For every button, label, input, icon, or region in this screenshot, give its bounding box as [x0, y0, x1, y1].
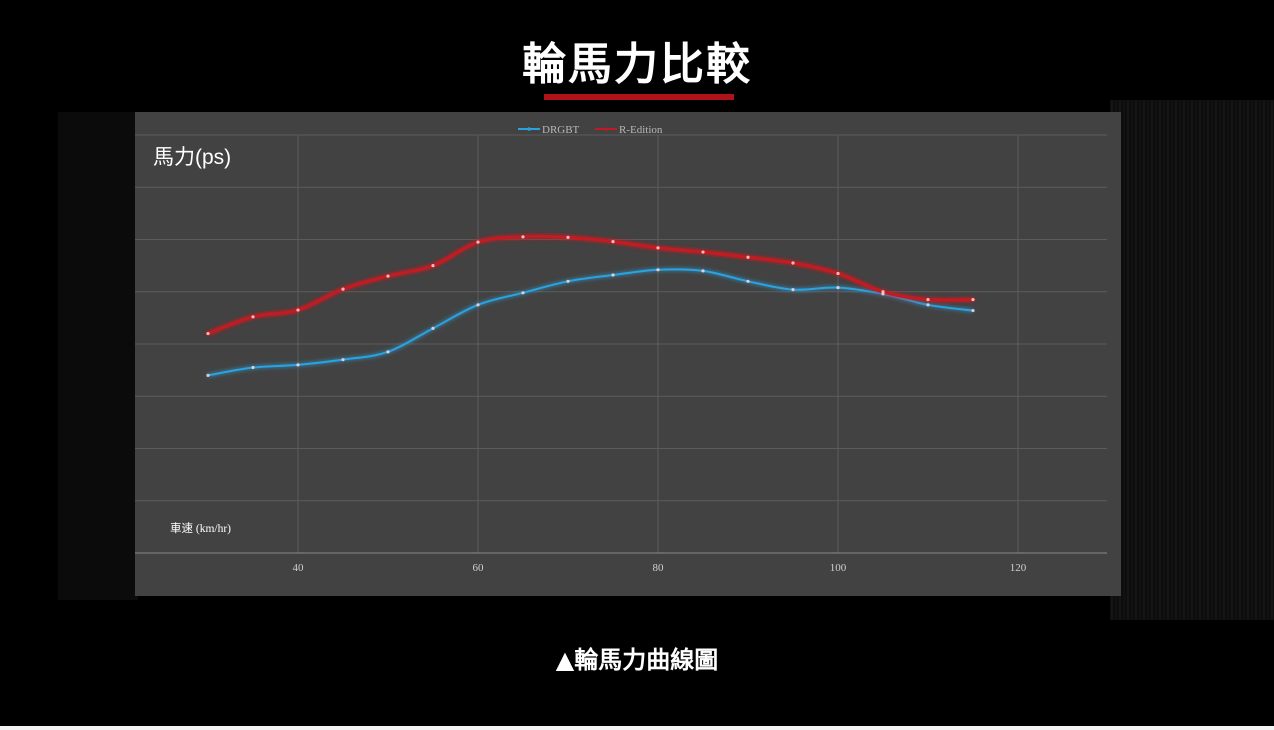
data-point	[341, 358, 345, 362]
legend-label: DRGBT	[542, 124, 580, 136]
chart-panel: 40 60 80 100 120 DRGBT R-Edition 馬力(ps) 車速 (k…	[135, 112, 1121, 596]
x-axis-label: 車速 (km/hr)	[170, 521, 231, 535]
data-point	[566, 235, 570, 240]
data-point	[206, 373, 210, 377]
data-point	[656, 268, 660, 272]
horsepower-line-chart: 40 60 80 100 120 DRGBT R-Edition 馬力(ps) 車速 (k…	[135, 124, 1107, 574]
bottom-strip	[0, 726, 1274, 730]
data-point	[746, 279, 750, 283]
data-point	[656, 246, 660, 250]
x-tick-label: 100	[830, 562, 847, 574]
data-point	[836, 285, 840, 290]
x-tick-label: 120	[1010, 562, 1027, 574]
x-tick-label: 40	[293, 562, 305, 574]
data-point	[926, 297, 930, 302]
series-line-r-edition	[206, 234, 975, 336]
data-point	[791, 261, 795, 265]
data-point	[296, 363, 300, 367]
legend-marker	[604, 127, 608, 131]
x-tick-labels: 40 60 80 100 120	[293, 562, 1027, 574]
legend-marker	[527, 127, 531, 131]
legend: DRGBT R-Edition	[518, 124, 663, 136]
data-point	[701, 269, 705, 273]
data-point	[521, 291, 525, 295]
data-point	[611, 273, 615, 277]
background-left-panel	[58, 112, 138, 600]
data-point	[476, 240, 480, 244]
data-point	[476, 303, 480, 307]
data-point	[431, 264, 435, 268]
data-point	[836, 271, 840, 276]
x-tick-label: 60	[473, 562, 485, 574]
data-point	[926, 303, 930, 307]
data-point	[566, 279, 570, 283]
series-markers	[206, 235, 975, 377]
data-point	[611, 239, 615, 244]
data-point	[431, 326, 435, 330]
data-point	[971, 297, 975, 302]
data-point	[521, 235, 525, 239]
data-point	[701, 250, 705, 254]
data-point	[296, 308, 300, 312]
data-point	[341, 287, 345, 291]
legend-label: R-Edition	[619, 124, 663, 136]
data-point	[386, 350, 390, 354]
data-point	[881, 290, 885, 294]
chart-caption: ▲輪馬力曲線圖	[555, 646, 719, 674]
data-point	[386, 274, 390, 278]
y-axis-label: 馬力(ps)	[153, 146, 231, 169]
data-point	[746, 255, 750, 259]
page-title: 輪馬力比較	[522, 39, 752, 90]
title-underline	[544, 94, 734, 100]
data-point	[251, 365, 255, 370]
grid-lines	[135, 134, 1107, 554]
background-right-texture	[1110, 100, 1274, 620]
x-tick-label: 80	[653, 562, 665, 574]
data-point	[206, 331, 210, 336]
series-line-drgbt	[207, 268, 974, 377]
data-point	[971, 308, 975, 313]
data-point	[791, 288, 795, 292]
series-lines	[206, 234, 975, 377]
data-point	[251, 315, 255, 319]
